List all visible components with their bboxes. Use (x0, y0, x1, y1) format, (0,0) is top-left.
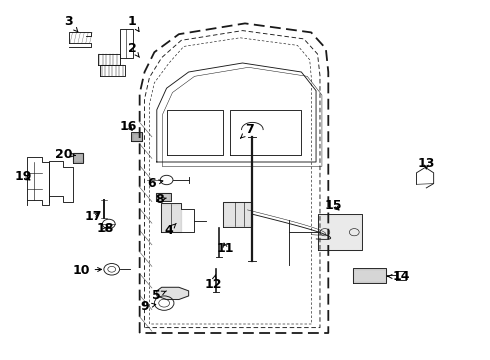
Polygon shape (156, 193, 170, 200)
Text: 3: 3 (64, 15, 78, 32)
Polygon shape (161, 204, 181, 232)
Text: 6: 6 (147, 177, 163, 190)
Text: 4: 4 (165, 223, 176, 237)
Text: 19: 19 (15, 170, 32, 183)
Text: 2: 2 (128, 42, 140, 57)
Text: 8: 8 (155, 193, 166, 206)
Polygon shape (73, 153, 83, 162)
Text: 12: 12 (204, 275, 222, 291)
Text: 13: 13 (417, 157, 435, 170)
Polygon shape (353, 269, 386, 282)
Text: 14: 14 (388, 270, 411, 283)
Text: 9: 9 (140, 300, 156, 313)
Text: 1: 1 (128, 15, 139, 32)
Text: 5: 5 (152, 289, 167, 302)
Text: 20: 20 (55, 148, 75, 161)
Text: 15: 15 (324, 199, 342, 212)
Text: 18: 18 (97, 222, 114, 235)
Text: 11: 11 (217, 242, 234, 255)
Text: 16: 16 (120, 120, 137, 132)
Text: 10: 10 (72, 264, 101, 276)
Text: 7: 7 (241, 123, 254, 138)
Text: 17: 17 (84, 210, 102, 222)
Polygon shape (132, 133, 142, 141)
Polygon shape (318, 215, 361, 250)
Polygon shape (157, 287, 189, 300)
Polygon shape (223, 202, 252, 226)
